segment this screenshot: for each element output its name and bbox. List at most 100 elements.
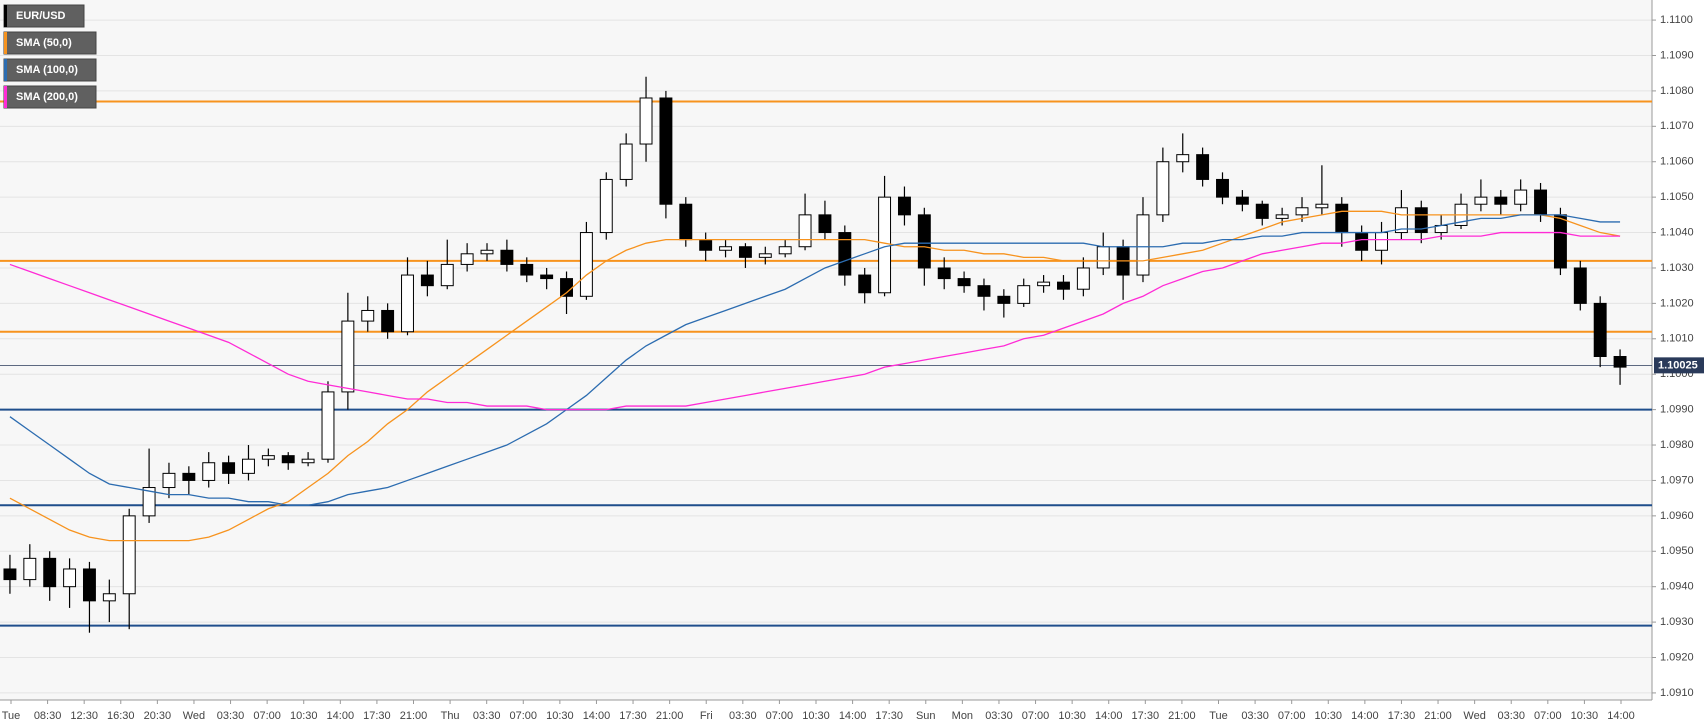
candle-body: [1196, 154, 1210, 180]
x-tick-label: Sun: [916, 710, 936, 722]
candle-body: [142, 487, 156, 517]
x-tick-label: 17:30: [619, 710, 647, 722]
candle-body: [957, 278, 971, 287]
candle-body: [1076, 267, 1090, 290]
candle-body: [1235, 196, 1249, 205]
candle-body: [679, 203, 693, 241]
candle-body: [420, 274, 434, 287]
legend-label: SMA (200,0): [16, 91, 78, 103]
y-tick-label: 1.1020: [1660, 297, 1694, 309]
candle-body: [301, 458, 315, 464]
x-tick-label: 10:30: [1315, 710, 1343, 722]
candle-body: [719, 246, 733, 251]
x-tick-label: 10:30: [1571, 710, 1599, 722]
candle-body: [401, 274, 414, 333]
candle-body: [43, 557, 57, 588]
x-tick-label: 03:30: [1241, 710, 1269, 722]
candle-body: [540, 274, 554, 280]
candle-body: [639, 97, 653, 145]
x-tick-label: 10:30: [802, 710, 830, 722]
candle-body: [1136, 214, 1150, 276]
candle-body: [1573, 267, 1587, 304]
sma-line: [9, 210, 1621, 542]
candle-body: [699, 239, 713, 251]
candle-body: [1216, 178, 1229, 198]
candle-body: [1394, 207, 1408, 234]
candle-body: [1414, 207, 1428, 234]
candle-body: [1553, 214, 1567, 269]
candle-body: [242, 458, 255, 474]
candle-body: [738, 246, 752, 258]
y-tick-label: 1.0980: [1660, 439, 1694, 451]
candle-body: [758, 253, 772, 258]
y-tick-label: 1.1010: [1660, 333, 1694, 345]
x-tick-label: 21:00: [1424, 710, 1452, 722]
x-tick-label: 20:30: [144, 710, 172, 722]
candle-body: [520, 263, 534, 276]
candle-body: [182, 472, 196, 481]
x-tick-label: 10:30: [546, 710, 574, 722]
candle-body: [917, 214, 931, 269]
candle-body: [937, 267, 951, 280]
candle-body: [897, 196, 911, 216]
legend-swatch: [4, 86, 7, 108]
candle-body: [63, 568, 77, 588]
candle-body: [222, 462, 236, 474]
y-tick-label: 1.0940: [1660, 581, 1694, 593]
x-tick-label: 14:00: [1607, 710, 1635, 722]
candle-body: [1355, 232, 1369, 251]
candle-body: [838, 232, 852, 276]
x-tick-label: 07:00: [510, 710, 538, 722]
candle-body: [1037, 281, 1051, 287]
candle-body: [659, 97, 673, 205]
candle-body: [500, 249, 514, 265]
candle-body: [321, 391, 335, 460]
x-tick-label: 03:30: [217, 710, 245, 722]
candle-body: [480, 249, 494, 255]
x-tick-label: Fri: [700, 710, 713, 722]
sma-line: [9, 214, 1621, 506]
x-tick-label: Thu: [441, 710, 460, 722]
legend-label: SMA (100,0): [16, 64, 78, 76]
candle-body: [361, 309, 375, 322]
y-tick-label: 1.1050: [1660, 191, 1694, 203]
y-tick-label: 1.1080: [1660, 85, 1694, 97]
candle-body: [102, 593, 116, 602]
legend-swatch: [4, 32, 7, 54]
legend-swatch: [4, 59, 7, 81]
candle-body: [1375, 232, 1388, 251]
candle-body: [579, 232, 593, 297]
y-tick-label: 1.0920: [1660, 651, 1694, 663]
x-tick-label: 03:30: [985, 710, 1013, 722]
last-price-label: 1.10025: [1658, 359, 1698, 371]
x-tick-label: Mon: [952, 710, 973, 722]
candle-body: [997, 295, 1011, 304]
candle-body: [122, 515, 136, 595]
y-tick-label: 1.0990: [1660, 404, 1694, 416]
candle-body: [1613, 356, 1627, 368]
candle-body: [977, 285, 991, 297]
candle-body: [1494, 196, 1508, 205]
x-tick-label: 07:00: [253, 710, 281, 722]
x-tick-label: 14:00: [583, 710, 611, 722]
candle-body: [3, 568, 17, 581]
candle-body: [440, 263, 454, 287]
sma-line: [9, 231, 1621, 411]
x-tick-label: Wed: [1463, 710, 1485, 722]
y-tick-label: 1.1030: [1660, 262, 1694, 274]
x-tick-label: 21:00: [400, 710, 428, 722]
x-tick-label: 03:30: [1497, 710, 1525, 722]
y-tick-label: 1.1040: [1660, 226, 1694, 238]
x-tick-label: 12:30: [70, 710, 98, 722]
candle-body: [1096, 246, 1110, 269]
x-tick-label: 21:00: [656, 710, 684, 722]
x-tick-label: 07:00: [1534, 710, 1562, 722]
candle-body: [1335, 203, 1349, 234]
last-price-box: [1654, 357, 1704, 374]
x-tick-label: 07:00: [766, 710, 794, 722]
candle-body: [460, 253, 474, 265]
legend-swatch: [4, 5, 7, 27]
candle-body: [162, 472, 176, 489]
x-tick-label: 14:00: [327, 710, 355, 722]
